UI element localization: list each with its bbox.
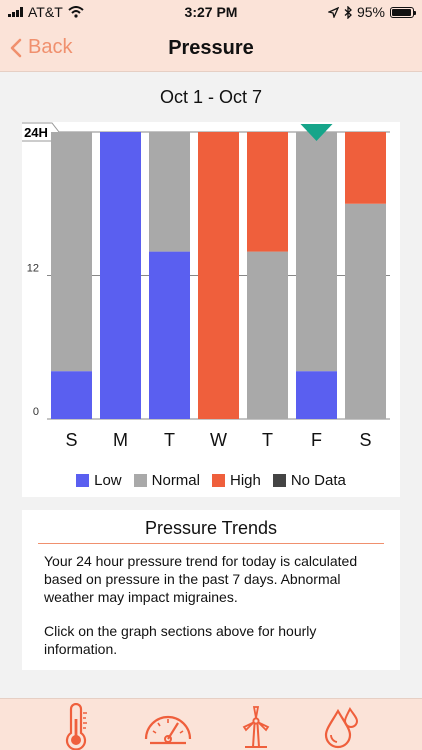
tab-humidity[interactable]	[312, 703, 372, 750]
y-tick-label: 0	[33, 406, 39, 418]
trends-description: Your 24 hour pressure trend for today is…	[44, 553, 358, 605]
bar-segment-low[interactable]	[51, 371, 92, 419]
battery-icon	[390, 6, 416, 18]
tab-temperature[interactable]	[46, 703, 106, 750]
bar-segment-normal[interactable]	[51, 132, 92, 372]
location-arrow-icon	[327, 6, 339, 18]
bluetooth-icon	[344, 5, 352, 19]
x-tick-label: F	[311, 430, 322, 450]
legend-label: Normal	[151, 472, 200, 489]
back-button[interactable]: Back	[10, 36, 72, 59]
tab-pressure[interactable]	[138, 703, 198, 750]
carrier-label: AT&T	[28, 4, 63, 20]
pressure-chart-card: 24H 12 0 S M T W T F S Low Normal High No Data	[22, 122, 400, 497]
x-tick-label: M	[113, 430, 128, 450]
bar-segment-high[interactable]	[345, 132, 386, 204]
bar-segment-normal[interactable]	[345, 203, 386, 419]
legend-item: High	[211, 472, 261, 489]
page-title: Pressure	[168, 37, 254, 59]
bar-segment-high[interactable]	[198, 132, 239, 419]
y-tick-label: 12	[27, 263, 39, 275]
tab-wind[interactable]	[226, 703, 286, 750]
chevron-left-icon	[10, 38, 22, 57]
bar-segment-high[interactable]	[247, 132, 288, 252]
pressure-trends-card: Pressure Trends Your 24 hour pressure tr…	[22, 510, 400, 670]
legend-label: Low	[94, 472, 122, 489]
legend-item: No Data	[272, 472, 346, 489]
bar-segment-low[interactable]	[296, 371, 337, 419]
wind-turbine-icon	[242, 706, 270, 748]
bar-segment-normal[interactable]	[296, 132, 337, 372]
date-range: Oct 1 - Oct 7	[159, 87, 263, 107]
legend-swatch	[76, 474, 90, 487]
bar-segment-low[interactable]	[100, 132, 141, 419]
thermometer-icon	[65, 703, 87, 750]
legend-swatch	[133, 474, 147, 487]
bar-segment-normal[interactable]	[149, 132, 190, 252]
legend-item: Normal	[133, 472, 200, 489]
wifi-icon	[68, 6, 84, 18]
legend-label: High	[229, 472, 261, 489]
pressure-chart: 24H 12 0 S M T W T F S	[22, 122, 390, 450]
battery-percent: 95%	[356, 4, 385, 20]
legend-label: No Data	[290, 472, 346, 489]
legend-swatch	[272, 474, 286, 487]
tab-bar	[0, 698, 422, 750]
status-bar: AT&T 3:27 PM 95%	[0, 0, 422, 24]
x-tick-label: S	[359, 430, 371, 450]
gauge-icon	[144, 715, 192, 745]
bar-segment-normal[interactable]	[247, 251, 288, 419]
x-tick-label: S	[65, 430, 77, 450]
nav-bar: Back Pressure	[0, 24, 422, 72]
x-tick-label: W	[210, 430, 227, 450]
back-label: Back	[28, 36, 73, 58]
legend-item: Low	[76, 472, 122, 489]
selected-day-marker	[300, 124, 333, 141]
status-time: 3:27 PM	[184, 4, 238, 20]
legend-swatch	[211, 474, 225, 487]
trends-hint: Click on the graph sections above for ho…	[44, 623, 317, 657]
chart-legend: Low Normal High No Data	[22, 472, 400, 489]
trends-title: Pressure Trends	[38, 510, 384, 544]
x-tick-label: T	[164, 430, 175, 450]
humidity-drops-icon	[324, 707, 359, 749]
bar-segment-low[interactable]	[149, 251, 190, 419]
y-tick-label: 24H	[24, 125, 48, 140]
cellular-signal-icon	[8, 7, 23, 17]
x-tick-label: T	[262, 430, 273, 450]
